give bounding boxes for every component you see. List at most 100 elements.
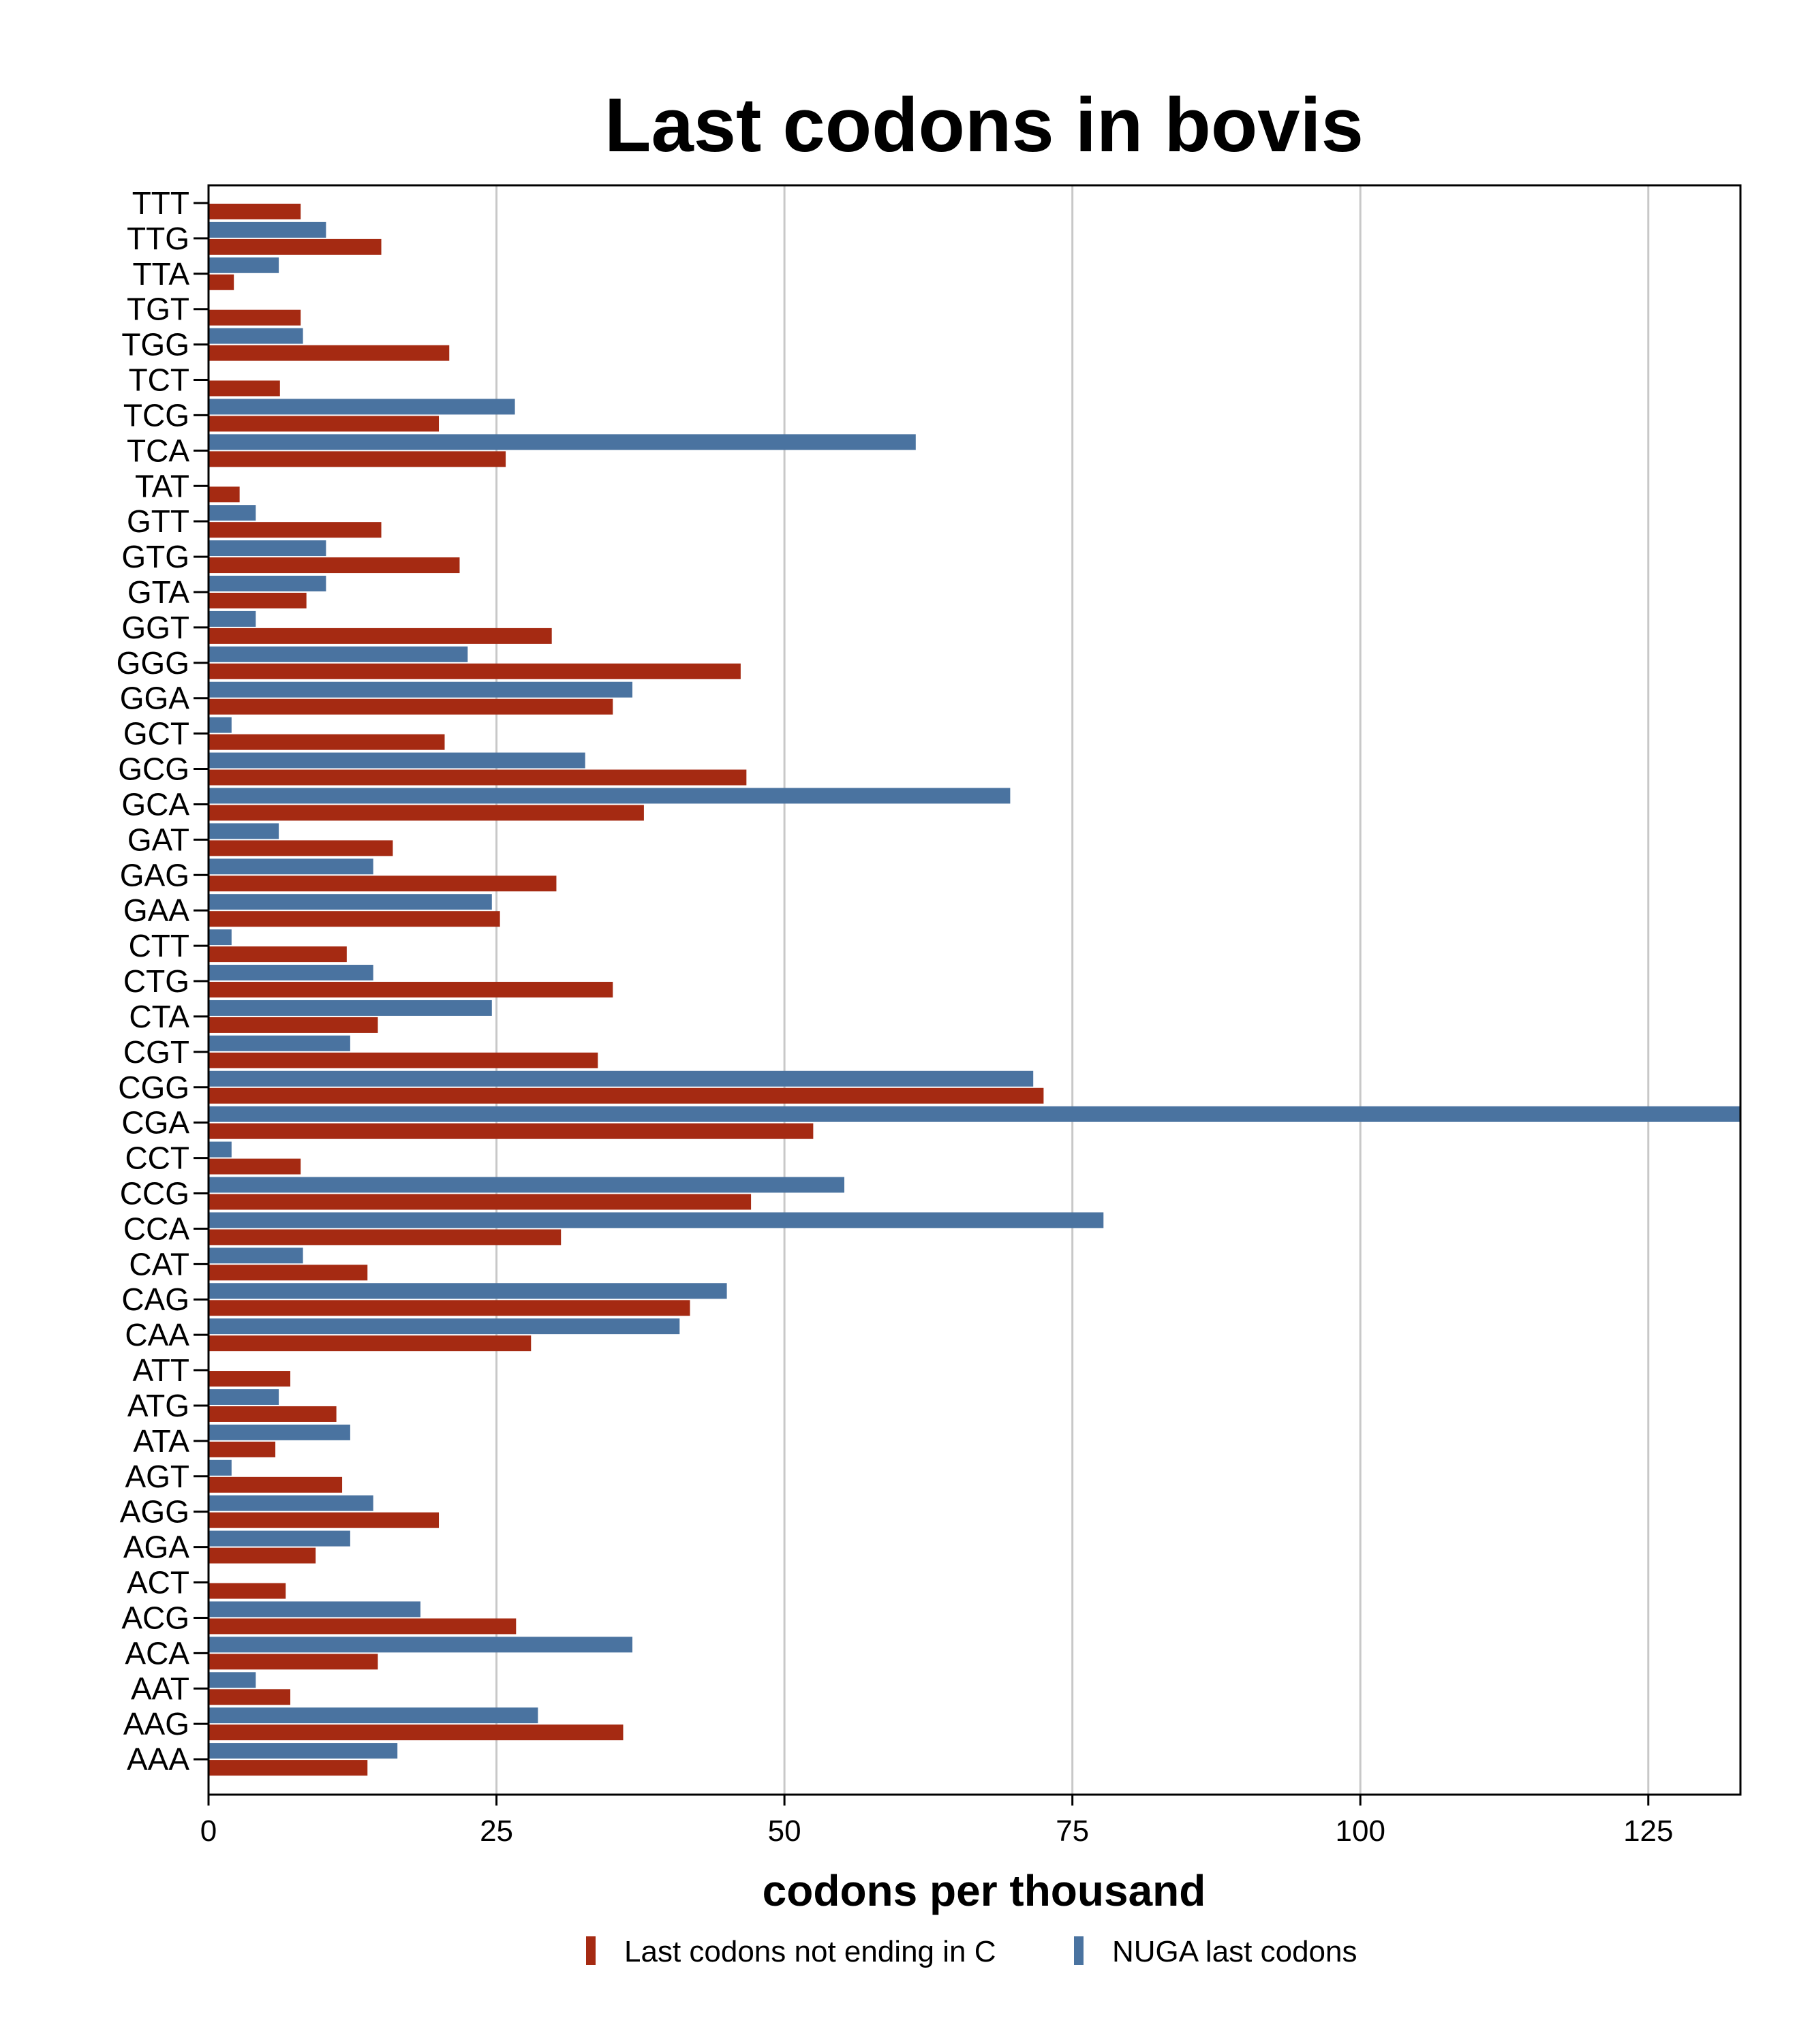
y-tick-label: AAG — [123, 1706, 189, 1741]
bar-not-ending-c-act — [209, 1583, 286, 1599]
bar-not-ending-c-atg — [209, 1406, 337, 1422]
bar-not-ending-c-ggg — [209, 663, 741, 679]
y-tick-label: GAG — [120, 857, 189, 893]
y-tick-label: CTG — [123, 963, 189, 999]
bar-nuga-gga — [209, 681, 633, 698]
y-tick-label: CAA — [125, 1317, 189, 1352]
y-tick-label: CCG — [120, 1175, 189, 1211]
y-tick-label: AAT — [131, 1671, 189, 1706]
bar-not-ending-c-ccg — [209, 1194, 752, 1210]
y-tick-label: CAT — [129, 1246, 189, 1282]
y-tick-label: AAA — [127, 1741, 189, 1777]
bar-not-ending-c-gtt — [209, 522, 382, 538]
bar-nuga-gca — [209, 788, 1011, 804]
bar-nuga-tgg — [209, 328, 303, 344]
y-tick-label: GCG — [118, 752, 189, 787]
bar-not-ending-c-aaa — [209, 1760, 368, 1776]
bar-not-ending-c-gct — [209, 734, 445, 750]
y-tick-label: GAT — [127, 822, 189, 857]
bar-not-ending-c-ata — [209, 1441, 276, 1457]
bar-not-ending-c-cga — [209, 1123, 814, 1139]
bar-nuga-cgg — [209, 1070, 1034, 1087]
bar-nuga-aat — [209, 1672, 256, 1688]
bar-nuga-aaa — [209, 1743, 398, 1759]
x-tick-label: 0 — [200, 1814, 217, 1848]
y-tick-label: CGG — [118, 1070, 189, 1105]
bar-not-ending-c-ttt — [209, 203, 301, 219]
legend: Last codons not ending in C NUGA last cod… — [586, 1935, 1357, 1968]
y-tick-label: CCT — [125, 1141, 189, 1176]
bar-not-ending-c-acg — [209, 1618, 517, 1635]
y-tick-label: GAA — [123, 893, 189, 928]
y-tick-label: GGT — [121, 610, 189, 645]
x-tick-label: 125 — [1623, 1814, 1673, 1848]
y-tick-label: ACA — [125, 1635, 189, 1671]
y-tick-label: ATA — [133, 1423, 189, 1459]
y-tick-label: TCA — [127, 433, 189, 468]
bar-nuga-tca — [209, 434, 916, 450]
y-tick-label: CTA — [129, 999, 189, 1034]
bar-not-ending-c-cta — [209, 1017, 378, 1033]
bar-not-ending-c-caa — [209, 1335, 532, 1352]
y-tick-label: CGA — [121, 1105, 189, 1141]
bar-not-ending-c-ctg — [209, 982, 613, 998]
bar-not-ending-c-cat — [209, 1265, 368, 1281]
x-tick-label: 75 — [1056, 1814, 1089, 1848]
y-tick-label: ATG — [127, 1388, 189, 1423]
bar-not-ending-c-ttg — [209, 238, 382, 255]
bar-not-ending-c-cct — [209, 1158, 301, 1175]
plot-frame — [207, 184, 1742, 1796]
bar-not-ending-c-cgg — [209, 1087, 1044, 1104]
legend-swatch — [1074, 1936, 1084, 1965]
y-tick-label: AGA — [123, 1530, 189, 1565]
bar-not-ending-c-att — [209, 1371, 291, 1387]
bar-not-ending-c-agt — [209, 1476, 343, 1493]
y-tick-label: CTT — [129, 928, 189, 963]
bar-nuga-cag — [209, 1283, 727, 1299]
bar-nuga-cta — [209, 1000, 492, 1016]
bar-not-ending-c-cca — [209, 1229, 562, 1245]
bar-not-ending-c-agg — [209, 1512, 440, 1528]
bar-not-ending-c-tat — [209, 486, 240, 503]
bar-nuga-cat — [209, 1248, 303, 1264]
legend-label: Last codons not ending in C — [624, 1935, 996, 1968]
y-tick-label: GGA — [120, 681, 190, 716]
bar-not-ending-c-gtg — [209, 557, 460, 574]
bar-not-ending-c-tgt — [209, 309, 301, 326]
bar-nuga-gta — [209, 575, 326, 591]
bar-nuga-agt — [209, 1459, 232, 1476]
bar-nuga-tta — [209, 257, 279, 273]
bar-nuga-cct — [209, 1141, 232, 1158]
y-tick-label: ACG — [121, 1600, 189, 1635]
x-tick-label: 50 — [768, 1814, 801, 1848]
bar-not-ending-c-cag — [209, 1300, 690, 1316]
bars — [209, 203, 1740, 1776]
bar-not-ending-c-tca — [209, 451, 506, 467]
y-tick-label: GGG — [117, 645, 189, 681]
y-tick-label: TTT — [132, 185, 189, 221]
bar-not-ending-c-ctt — [209, 946, 347, 963]
bar-nuga-aga — [209, 1530, 350, 1547]
bar-not-ending-c-tta — [209, 274, 234, 290]
bar-nuga-ggg — [209, 646, 468, 662]
bar-not-ending-c-aag — [209, 1724, 624, 1741]
bar-nuga-gtt — [209, 505, 256, 521]
y-tick-label: TCT — [129, 362, 189, 398]
x-axis-title: codons per thousand — [763, 1866, 1206, 1915]
bar-not-ending-c-gga — [209, 698, 613, 715]
bar-nuga-cca — [209, 1212, 1104, 1228]
bar-nuga-ttg — [209, 221, 326, 238]
bar-nuga-gtg — [209, 540, 326, 557]
y-axis: TTTTTGTTATGTTGGTCTTCGTCATATGTTGTGGTAGGTG… — [117, 185, 209, 1777]
y-tick-label: TGT — [127, 292, 189, 327]
chart-title: Last codons in bovis — [604, 82, 1364, 168]
y-tick-label: ATT — [133, 1352, 189, 1388]
y-tick-label: TGG — [121, 327, 189, 362]
y-tick-label: GCT — [123, 716, 189, 752]
bar-nuga-agg — [209, 1495, 373, 1511]
y-tick-label: GTG — [121, 539, 189, 574]
bar-not-ending-c-tgg — [209, 345, 450, 361]
bar-nuga-ccg — [209, 1177, 845, 1193]
bar-nuga-cgt — [209, 1035, 350, 1051]
x-tick-label: 25 — [480, 1814, 513, 1848]
